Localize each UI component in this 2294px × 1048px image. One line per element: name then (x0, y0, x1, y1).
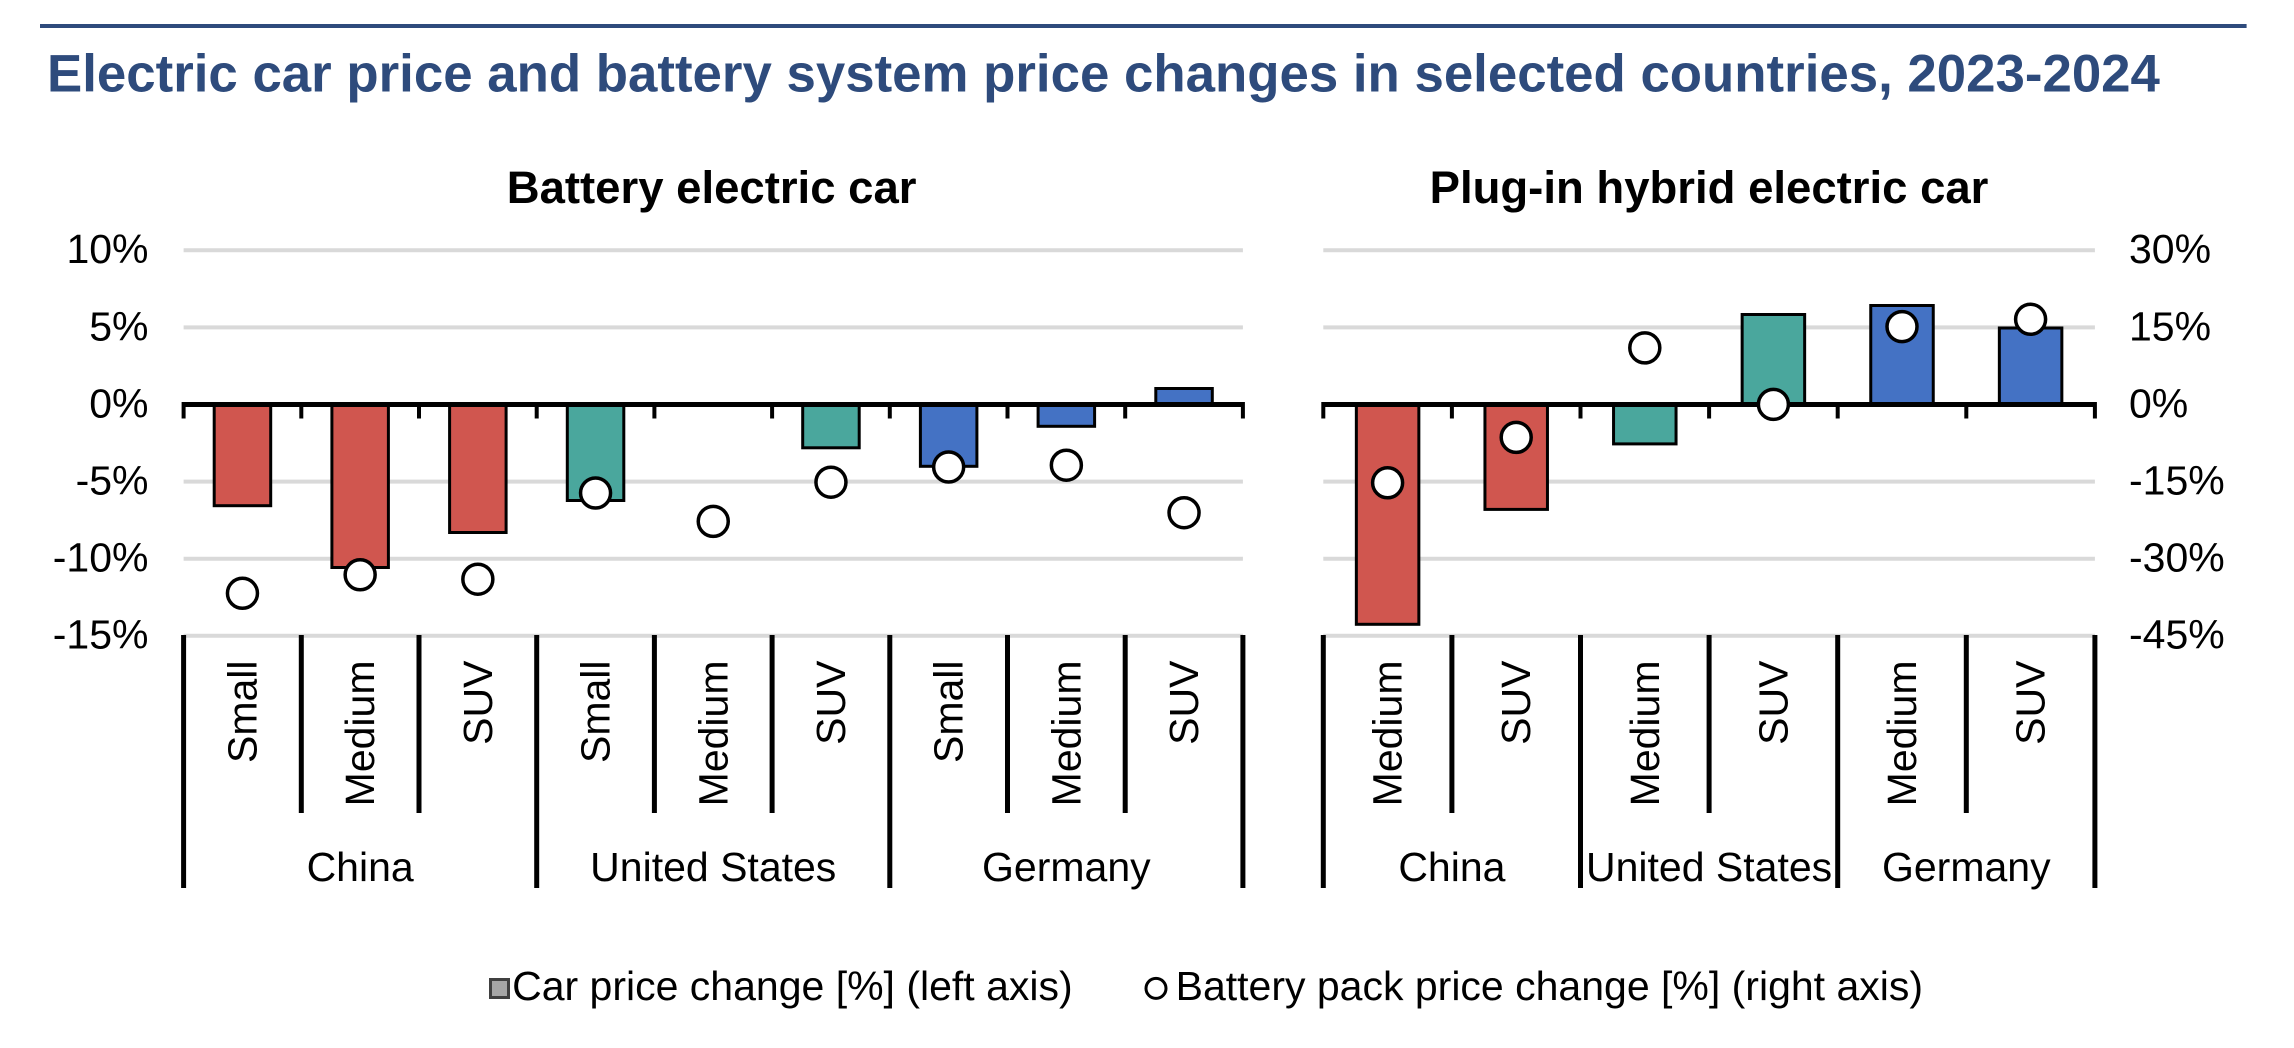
svg-text:-10%: -10% (53, 535, 149, 581)
svg-text:Medium: Medium (1365, 661, 1411, 807)
svg-text:Electric car price and battery: Electric car price and battery system pr… (47, 45, 2161, 104)
svg-text:Small: Small (573, 661, 619, 764)
svg-text:Germany: Germany (1882, 844, 2051, 890)
svg-text:Battery electric car: Battery electric car (507, 162, 917, 213)
svg-text:10%: 10% (66, 226, 148, 272)
svg-text:Car price change [%] (left axi: Car price change [%] (left axis) (512, 963, 1073, 1009)
svg-text:SUV: SUV (1750, 660, 1796, 745)
svg-text:5%: 5% (89, 303, 148, 349)
svg-text:Small: Small (926, 661, 972, 764)
svg-text:Germany: Germany (982, 844, 1151, 890)
svg-text:China: China (1398, 844, 1505, 890)
svg-text:Plug-in hybrid electric car: Plug-in hybrid electric car (1430, 162, 1989, 213)
svg-text:-5%: -5% (76, 458, 149, 504)
svg-text:-15%: -15% (53, 612, 149, 658)
svg-text:SUV: SUV (808, 660, 854, 745)
svg-text:-15%: -15% (2129, 458, 2225, 504)
svg-text:-30%: -30% (2129, 535, 2225, 581)
svg-text:Battery pack price change [%]: Battery pack price change [%] (right axi… (1176, 963, 1923, 1009)
svg-text:United States: United States (590, 844, 836, 890)
svg-text:15%: 15% (2129, 303, 2211, 349)
svg-text:-45%: -45% (2129, 612, 2225, 658)
svg-text:Small: Small (219, 661, 265, 764)
svg-text:0%: 0% (89, 380, 148, 426)
svg-text:SUV: SUV (1493, 660, 1539, 745)
svg-text:SUV: SUV (1161, 660, 1207, 745)
svg-text:Medium: Medium (1622, 661, 1668, 807)
svg-text:China: China (307, 844, 414, 890)
svg-text:SUV: SUV (455, 660, 501, 745)
svg-text:SUV: SUV (2008, 660, 2054, 745)
svg-text:30%: 30% (2129, 226, 2211, 272)
svg-text:Medium: Medium (1043, 661, 1089, 807)
svg-text:0%: 0% (2129, 380, 2188, 426)
svg-text:Medium: Medium (337, 661, 383, 807)
svg-text:Medium: Medium (690, 661, 736, 807)
svg-text:Medium: Medium (1879, 661, 1925, 807)
svg-text:United States: United States (1586, 844, 1832, 890)
